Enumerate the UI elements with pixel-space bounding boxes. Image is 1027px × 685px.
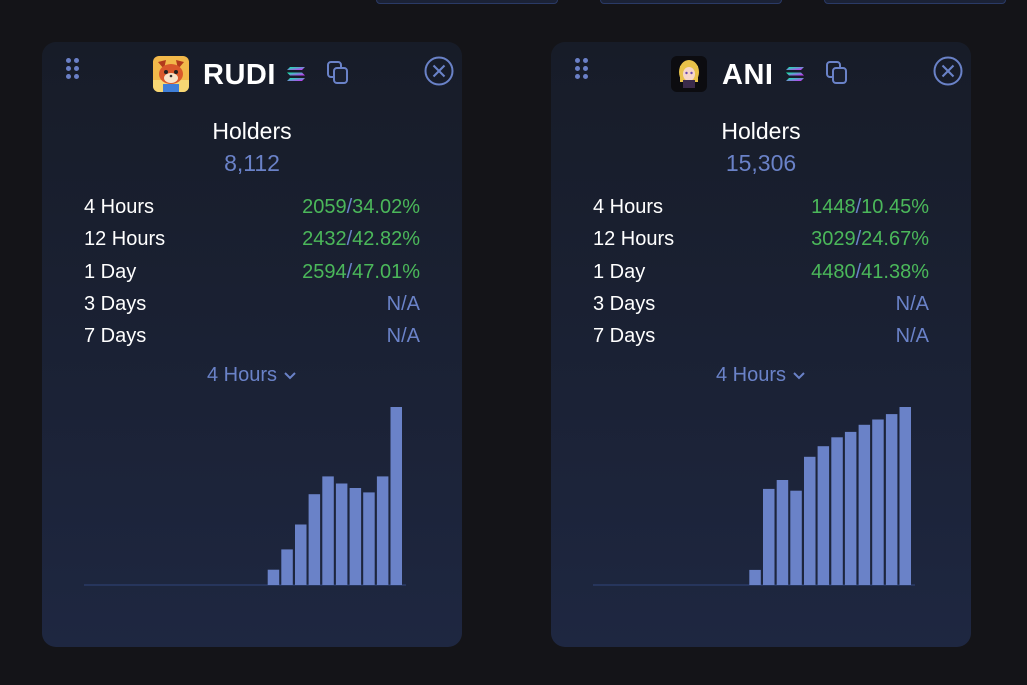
stat-value: 4480/41.38% — [811, 260, 929, 283]
stat-label: 1 Day — [84, 260, 137, 283]
chart-bar — [281, 549, 293, 585]
chart-bar — [363, 492, 375, 585]
stat-row-12h: 12 Hours 2432/42.82% — [84, 228, 420, 260]
stat-row-3d: 3 Days N/A — [593, 293, 929, 325]
drag-handle-icon[interactable] — [575, 58, 591, 82]
chart-bar — [267, 569, 280, 585]
chart-bar — [390, 407, 402, 585]
stat-value: 1448/10.45% — [811, 196, 929, 218]
top-tab-1[interactable] — [376, 0, 558, 4]
copy-icon[interactable] — [326, 60, 350, 86]
stat-label: 4 Hours — [84, 196, 155, 218]
token-name: RUDI — [203, 59, 276, 91]
stat-row-1d: 1 Day 2594/47.01% — [84, 261, 420, 293]
top-tab-3[interactable] — [824, 0, 1006, 4]
token-avatar — [153, 56, 189, 92]
chart-bar — [817, 446, 830, 585]
stat-label: 7 Days — [84, 325, 147, 348]
close-icon[interactable] — [424, 56, 454, 86]
stat-row-7d: 7 Days N/A — [84, 325, 420, 357]
stat-label: 7 Days — [593, 325, 656, 348]
stat-row-4h: 4 Hours 1448/10.45% — [593, 196, 929, 228]
top-tab-2[interactable] — [600, 0, 782, 4]
holders-count: 8,112 — [224, 150, 280, 176]
token-card-rudi: RUDI Holders 8,112 4 Hours 2059/34.02% 1… — [42, 42, 462, 647]
holders-bar-chart — [593, 407, 915, 586]
chart-bar — [295, 524, 307, 585]
chart-bar — [749, 569, 761, 585]
chart-bar — [308, 494, 321, 585]
copy-icon[interactable] — [825, 60, 849, 86]
stat-label: 4 Hours — [593, 196, 664, 218]
chart-bar — [872, 419, 884, 585]
holders-bar-chart — [84, 407, 406, 586]
stat-row-1d: 1 Day 4480/41.38% — [593, 261, 929, 293]
time-range-value: 4 Hours — [206, 364, 278, 386]
stat-label: 12 Hours — [593, 228, 675, 251]
time-range-value: 4 Hours — [715, 364, 787, 386]
holders-label: Holders — [721, 118, 801, 144]
token-avatar — [671, 56, 707, 92]
token-name: ANI — [722, 59, 774, 91]
stat-value: N/A — [386, 292, 420, 315]
chart-bar — [376, 476, 389, 585]
chart-bar — [349, 488, 362, 585]
chart-bar — [763, 488, 775, 585]
chart-bar — [335, 483, 348, 585]
stat-label: 3 Days — [84, 292, 147, 315]
chart-bar — [899, 407, 911, 585]
holders-label: Holders — [212, 118, 292, 144]
stat-value: 2594/47.01% — [302, 260, 420, 283]
chart-bar — [858, 424, 871, 585]
chart-bar — [790, 490, 802, 585]
chart-bar — [831, 437, 843, 585]
token-card-ani: ANI Holders 15,306 4 Hours 1448/10.45% 1… — [551, 42, 971, 647]
stat-row-3d: 3 Days N/A — [84, 293, 420, 325]
time-range-dropdown[interactable]: 4 Hours — [42, 364, 462, 387]
stat-row-4h: 4 Hours 2059/34.02% — [84, 196, 420, 228]
solana-icon — [786, 67, 804, 81]
stat-value: 3029/24.67% — [811, 228, 929, 251]
stat-value: N/A — [386, 325, 420, 348]
stat-value: N/A — [895, 292, 929, 315]
chart-bar — [804, 456, 816, 585]
stat-value: 2432/42.82% — [302, 228, 420, 251]
stat-value: 2059/34.02% — [302, 196, 420, 218]
holder-growth-stats: 4 Hours 1448/10.45% 12 Hours 3029/24.67%… — [593, 196, 929, 357]
chart-bar — [776, 480, 789, 585]
holder-growth-stats: 4 Hours 2059/34.02% 12 Hours 2432/42.82%… — [84, 196, 420, 357]
stat-label: 3 Days — [593, 292, 656, 315]
drag-handle-icon[interactable] — [66, 58, 82, 82]
stat-label: 1 Day — [593, 260, 646, 283]
stat-value: N/A — [895, 325, 929, 348]
card-header: RUDI — [42, 54, 462, 94]
chart-bar — [885, 414, 898, 585]
stat-row-12h: 12 Hours 3029/24.67% — [593, 228, 929, 260]
time-range-dropdown[interactable]: 4 Hours — [551, 364, 971, 387]
chart-bar — [844, 431, 857, 585]
stat-row-7d: 7 Days N/A — [593, 325, 929, 357]
card-header: ANI — [551, 54, 971, 94]
solana-icon — [287, 67, 305, 81]
chevron-down-icon — [793, 372, 805, 380]
stat-label: 12 Hours — [84, 228, 166, 251]
chevron-down-icon — [284, 372, 296, 380]
close-icon[interactable] — [933, 56, 963, 86]
holders-count: 15,306 — [725, 150, 797, 176]
chart-bar — [322, 476, 334, 585]
